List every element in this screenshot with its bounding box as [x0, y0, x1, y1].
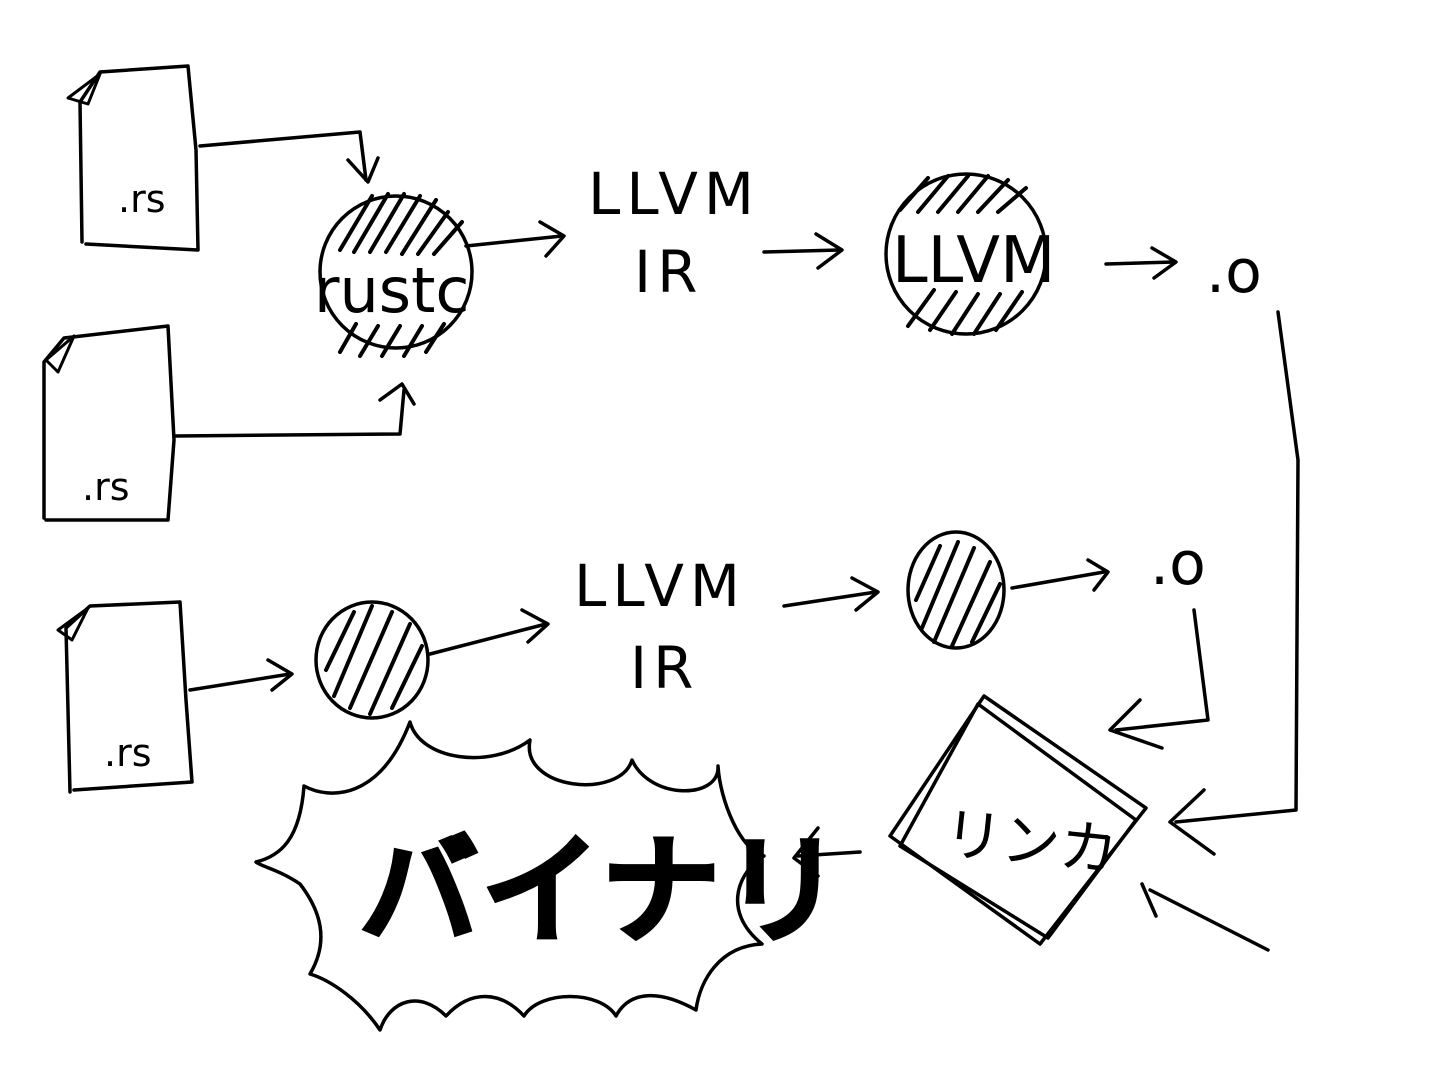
llvm-ir-bottom-line2: IR [630, 634, 699, 702]
arrow-o-top-to-linker [1174, 310, 1300, 824]
arrow-linker-to-binary [796, 850, 862, 858]
llvm-backend-top-hatching [898, 174, 1028, 336]
file-2-extension: .rs [82, 465, 130, 509]
source-file-3: .rs [56, 600, 194, 794]
rustc-node: rustc [314, 192, 474, 358]
rustc-hatching [338, 192, 464, 358]
object-top-label: .o [1206, 237, 1262, 307]
arrow-llvm-to-o-bottom [1010, 570, 1106, 590]
file-1-outline [78, 64, 200, 252]
linker-box-outer [888, 694, 1148, 946]
file-3-corner-fold [56, 606, 90, 642]
binary-label: バイナリ [360, 822, 846, 960]
arrow-extra-to-linker-head [1140, 882, 1158, 918]
linker-label: リンカ [941, 799, 1121, 885]
llvm-ir-top-line1: LLVM [588, 160, 760, 228]
source-file-2: .rs [42, 324, 176, 522]
arrow-rustc-to-ir-top [464, 234, 564, 248]
arrow-rustc-to-ir-top-head [538, 220, 566, 258]
llvm-backend-bottom-circle [906, 530, 1006, 650]
llvm-backend-top: LLVM [884, 172, 1055, 336]
arrow-linker-to-binary-head [792, 826, 820, 878]
llvm-ir-top-line2: IR [634, 238, 703, 306]
file-2-corner-fold [44, 334, 76, 374]
arrow-file2-to-rustc-head [378, 382, 416, 406]
llvm-ir-bottom: LLVM IR [574, 552, 746, 702]
arrow-compiler-to-ir-bottom [428, 622, 548, 656]
arrow-ir-to-llvm-top [762, 248, 842, 254]
compiler-bottom-hatching [324, 604, 424, 716]
arrow-ir-to-llvm-bottom [782, 590, 878, 608]
linker-box-inner [898, 702, 1138, 940]
arrow-llvm-to-o-top-head [1150, 246, 1178, 280]
rustc-label: rustc [314, 254, 469, 327]
arrow-compiler-to-ir-bottom-head [520, 608, 550, 644]
arrow-file1-to-rustc-head [346, 156, 380, 184]
llvm-ir-bottom-line1: LLVM [574, 552, 746, 620]
binary-node: バイナリ [254, 720, 846, 1032]
arrow-llvm-to-o-top [1104, 260, 1176, 266]
file-3-extension: .rs [104, 731, 152, 775]
arrow-file3-to-compiler-bottom-head [266, 658, 294, 692]
arrow-ir-to-llvm-top-head [814, 232, 844, 270]
compiler-bottom-node [314, 600, 430, 720]
arrow-ir-to-llvm-bottom-head [850, 576, 880, 612]
arrow-extra-to-linker [1148, 888, 1270, 952]
object-bottom-label: .o [1150, 529, 1206, 599]
file-1-corner-fold [66, 72, 102, 106]
arrow-o-bottom-to-linker-head [1108, 698, 1164, 750]
llvm-backend-top-label: LLVM [892, 224, 1055, 298]
linker-node: リンカ [888, 694, 1148, 946]
source-file-1: .rs [66, 64, 200, 252]
arrow-file3-to-compiler-bottom [188, 672, 292, 692]
llvm-backend-bottom-hatching [914, 540, 1002, 648]
rustc-circle [318, 194, 474, 350]
llvm-backend-bottom [906, 530, 1006, 650]
arrow-o-top-to-linker-head [1168, 788, 1216, 856]
arrow-llvm-to-o-bottom-head [1086, 558, 1110, 592]
binary-burst-outline [254, 720, 766, 1032]
file-3-outline [64, 600, 194, 794]
compiler-bottom-circle [314, 600, 430, 720]
file-2-outline [42, 324, 176, 522]
arrow-o-bottom-to-linker [1114, 608, 1210, 732]
arrow-file1-to-rustc [198, 130, 368, 182]
arrow-file2-to-rustc [174, 388, 406, 438]
llvm-backend-top-circle [884, 172, 1048, 336]
llvm-ir-top: LLVM IR [588, 160, 760, 306]
file-1-extension: .rs [118, 177, 166, 221]
